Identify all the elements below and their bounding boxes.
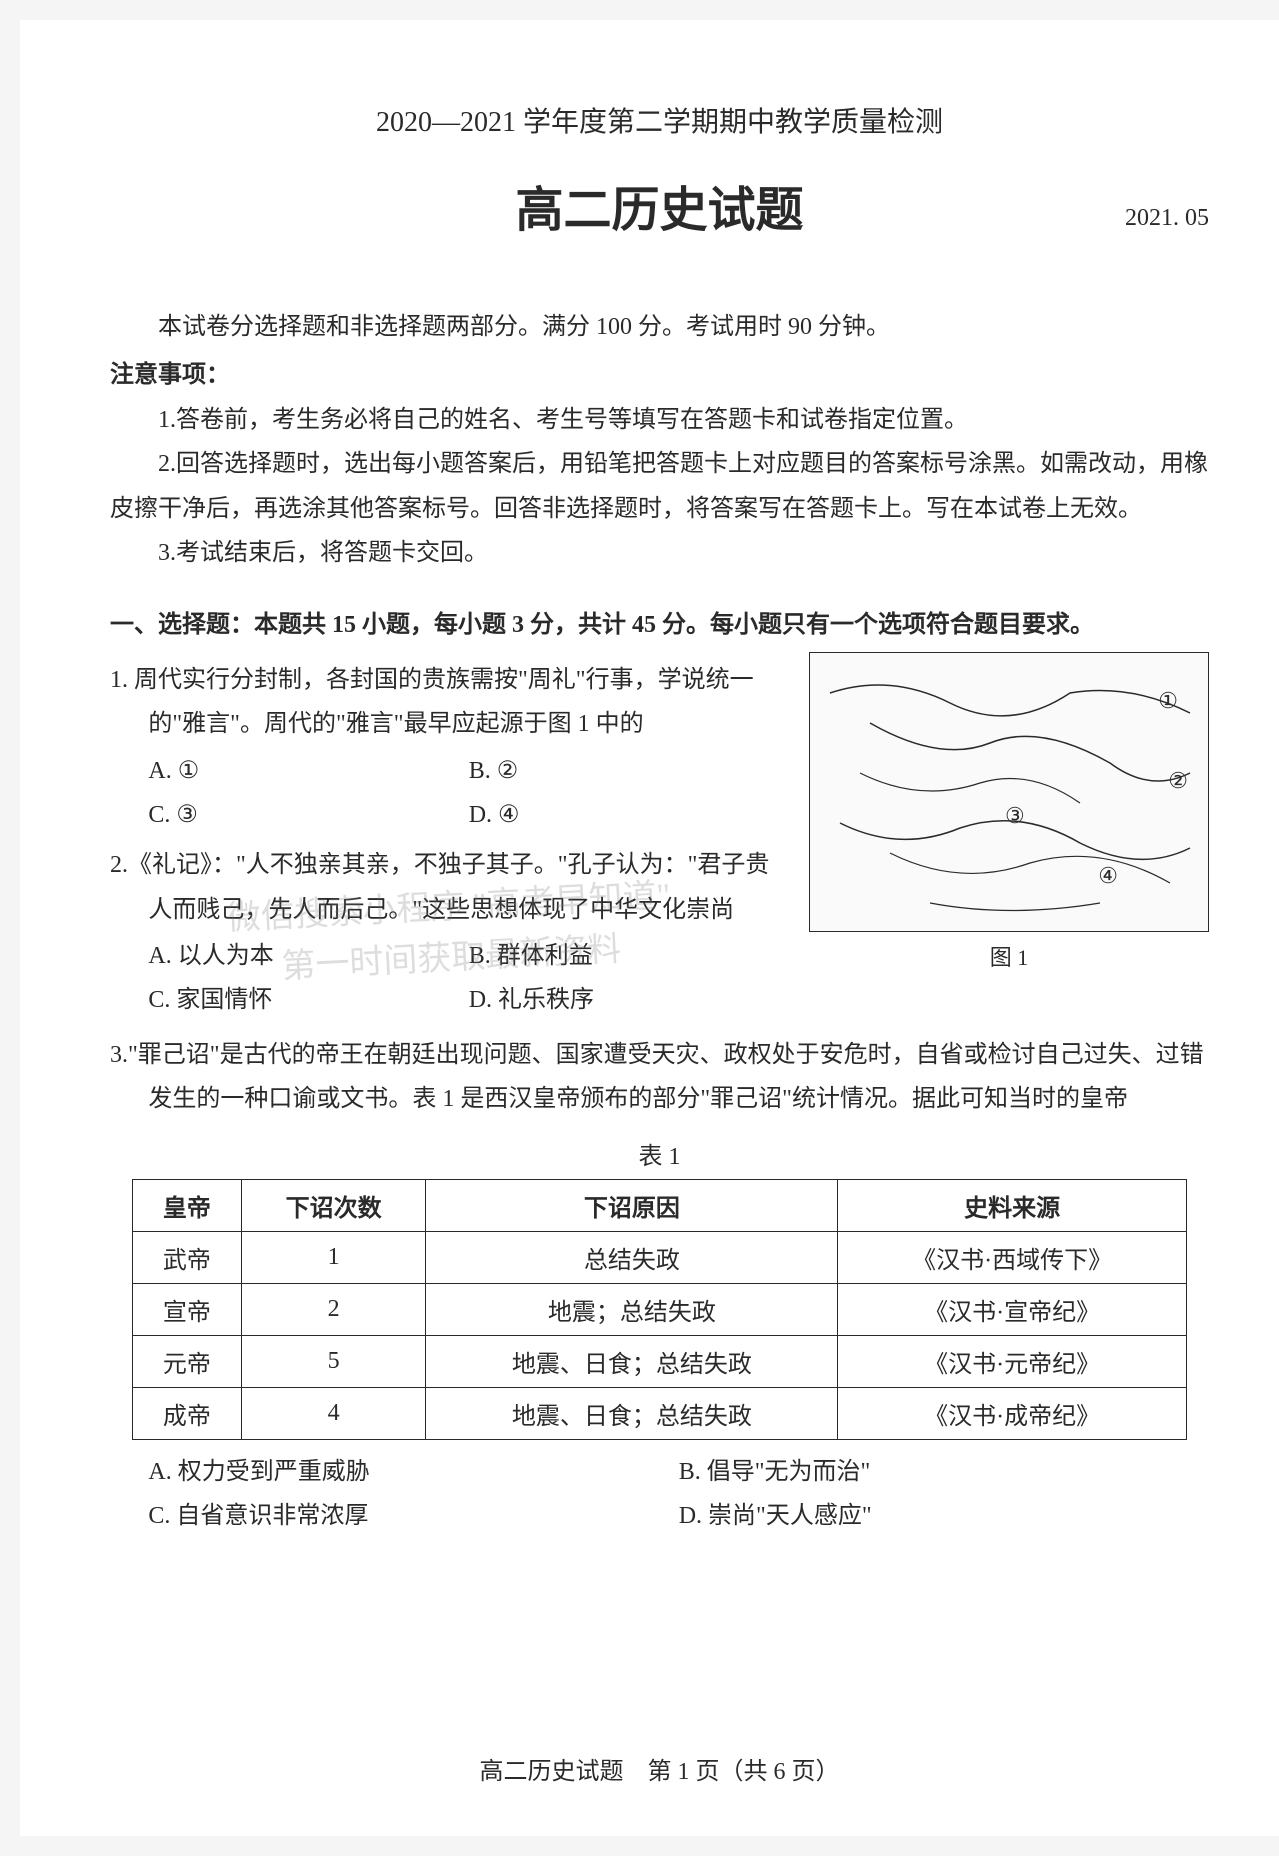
- paper-date: 2021. 05: [1125, 205, 1209, 232]
- q1-opts-row2: C. ③ D. ④: [110, 793, 789, 837]
- notice-title: 注意事项：: [110, 353, 1209, 397]
- map-label-1: ①: [1158, 688, 1178, 714]
- q1-optC: C. ③: [148, 793, 468, 837]
- q-row-1-2: 1. 周代实行分封制，各封国的贵族需按"周礼"行事，学说统一的"雅言"。周代的"…: [110, 652, 1209, 1023]
- table-title: 表 1: [110, 1136, 1209, 1171]
- question-2: 2.《礼记》："人不独亲其亲，不独子其子。"孔子认为："君子贵人而贱己，先人而后…: [110, 843, 789, 1023]
- cell: 4: [241, 1387, 426, 1439]
- q3-opts-row1: A. 权力受到严重威胁 B. 倡导"无为而治": [110, 1450, 1209, 1494]
- paper-title: 高二历史试题 2021. 05: [110, 170, 1209, 240]
- q2-optC: C. 家国情怀: [148, 978, 468, 1022]
- cell: 地震、日食；总结失政: [426, 1387, 838, 1439]
- q3-optA: A. 权力受到严重威胁: [148, 1450, 678, 1494]
- table-row: 元帝 5 地震、日食；总结失政 《汉书·元帝纪》: [132, 1335, 1186, 1387]
- cell: 《汉书·西域传下》: [838, 1231, 1187, 1283]
- cell: 宣帝: [132, 1283, 241, 1335]
- q1-optB: B. ②: [469, 749, 789, 793]
- cell: 2: [241, 1283, 426, 1335]
- q3-optD: D. 崇尚"天人感应": [679, 1494, 1209, 1538]
- q2-optB: B. 群体利益: [469, 934, 789, 978]
- exam-page: 2020—2021 学年度第二学期期中教学质量检测 高二历史试题 2021. 0…: [20, 20, 1279, 1836]
- cell: 5: [241, 1335, 426, 1387]
- notice-3: 3.考试结束后，将答题卡交回。: [110, 531, 1209, 575]
- notice-2-text: 2.回答选择题时，选出每小题答案后，用铅笔把答题卡上对应题目的答案标号涂黑。如需…: [110, 451, 1208, 521]
- col-source: 史料来源: [838, 1179, 1187, 1231]
- cell: 元帝: [132, 1335, 241, 1387]
- cell: 总结失政: [426, 1231, 838, 1283]
- cell: 武帝: [132, 1231, 241, 1283]
- q1-optA: A. ①: [148, 749, 468, 793]
- q3-optB: B. 倡导"无为而治": [679, 1450, 1209, 1494]
- table-row: 成帝 4 地震、日食；总结失政 《汉书·成帝纪》: [132, 1387, 1186, 1439]
- col-emperor: 皇帝: [132, 1179, 241, 1231]
- q2-optD: D. 礼乐秩序: [469, 978, 789, 1022]
- cell: 地震、日食；总结失政: [426, 1335, 838, 1387]
- cell: 《汉书·成帝纪》: [838, 1387, 1187, 1439]
- map-label-4: ④: [1098, 863, 1118, 889]
- cell: 1: [241, 1231, 426, 1283]
- table-row: 武帝 1 总结失政 《汉书·西域传下》: [132, 1231, 1186, 1283]
- map-caption: 图 1: [809, 940, 1209, 972]
- q-left-col: 1. 周代实行分封制，各封国的贵族需按"周礼"行事，学说统一的"雅言"。周代的"…: [110, 652, 789, 1023]
- question-3: 3."罪己诏"是古代的帝王在朝廷出现问题、国家遭受天灾、政权处于安危时，自省或检…: [110, 1033, 1209, 1539]
- cell: 《汉书·宣帝纪》: [838, 1283, 1187, 1335]
- q3-opts-row2: C. 自省意识非常浓厚 D. 崇尚"天人感应": [110, 1494, 1209, 1538]
- header-line: 2020—2021 学年度第二学期期中教学质量检测: [110, 100, 1209, 140]
- page-footer: 高二历史试题 第 1 页（共 6 页）: [20, 1751, 1279, 1786]
- q3-text: 3."罪己诏"是古代的帝王在朝廷出现问题、国家遭受天灾、政权处于安危时，自省或检…: [110, 1033, 1209, 1122]
- title-text: 高二历史试题: [515, 184, 803, 237]
- q1-optD: D. ④: [469, 793, 789, 837]
- table-header-row: 皇帝 下诏次数 下诏原因 史料来源: [132, 1179, 1186, 1231]
- col-reason: 下诏原因: [426, 1179, 838, 1231]
- map-column: ① ② ③ ④ 图 1: [789, 652, 1209, 1023]
- cell: 地震；总结失政: [426, 1283, 838, 1335]
- q2-opts-row2: C. 家国情怀 D. 礼乐秩序: [110, 978, 789, 1022]
- notice-2: 2.回答选择题时，选出每小题答案后，用铅笔把答题卡上对应题目的答案标号涂黑。如需…: [110, 442, 1209, 531]
- q2-opts-row1: A. 以人为本 B. 群体利益: [110, 934, 789, 978]
- col-count: 下诏次数: [241, 1179, 426, 1231]
- q2-text: 2.《礼记》："人不独亲其亲，不独子其子。"孔子认为："君子贵人而贱己，先人而后…: [110, 843, 789, 932]
- intro-text: 本试卷分选择题和非选择题两部分。满分 100 分。考试用时 90 分钟。: [110, 305, 1209, 349]
- map-figure: ① ② ③ ④: [809, 652, 1209, 932]
- q3-optC: C. 自省意识非常浓厚: [148, 1494, 678, 1538]
- notice-1: 1.答卷前，考生务必将自己的姓名、考生号等填写在答题卡和试卷指定位置。: [110, 398, 1209, 442]
- cell: 成帝: [132, 1387, 241, 1439]
- map-label-2: ②: [1168, 768, 1188, 794]
- question-1: 1. 周代实行分封制，各封国的贵族需按"周礼"行事，学说统一的"雅言"。周代的"…: [110, 658, 789, 838]
- q1-opts-row1: A. ① B. ②: [110, 749, 789, 793]
- cell: 《汉书·元帝纪》: [838, 1335, 1187, 1387]
- q3-table: 皇帝 下诏次数 下诏原因 史料来源 武帝 1 总结失政 《汉书·西域传下》 宣帝…: [132, 1179, 1187, 1440]
- section-title: 一、选择题：本题共 15 小题，每小题 3 分，共计 45 分。每小题只有一个选…: [110, 603, 1209, 647]
- table-row: 宣帝 2 地震；总结失政 《汉书·宣帝纪》: [132, 1283, 1186, 1335]
- map-svg: [810, 653, 1210, 933]
- q1-text: 1. 周代实行分封制，各封国的贵族需按"周礼"行事，学说统一的"雅言"。周代的"…: [110, 658, 789, 747]
- q2-optA: A. 以人为本: [148, 934, 468, 978]
- map-label-3: ③: [1005, 803, 1025, 829]
